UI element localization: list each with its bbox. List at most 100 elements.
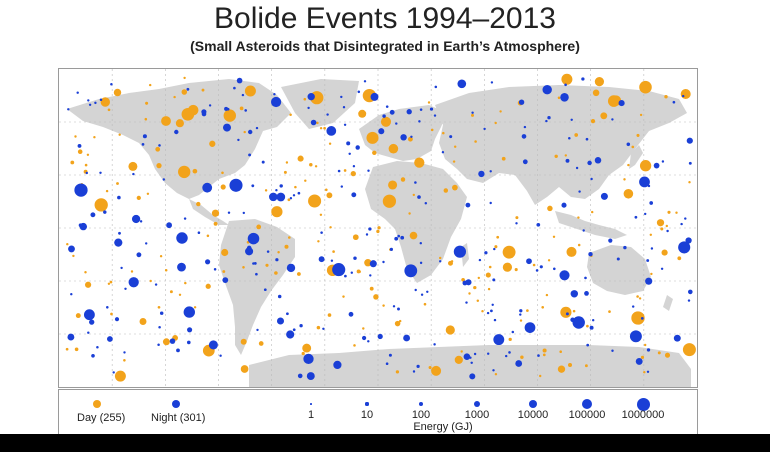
day-bolide-dot	[452, 160, 456, 163]
day-bolide-dot	[159, 255, 163, 258]
night-bolide-dot	[68, 245, 75, 253]
night-bolide-dot	[539, 265, 543, 269]
day-bolide-dot	[74, 135, 77, 138]
night-bolide-dot	[523, 125, 527, 129]
night-bolide-dot	[644, 212, 647, 216]
energy-legend-dot	[582, 399, 592, 409]
night-bolide-dot	[564, 83, 567, 87]
day-bolide-dot	[258, 341, 264, 346]
day-bolide-dot	[84, 271, 87, 274]
day-bolide-dot	[304, 179, 307, 182]
day-bolide-dot	[636, 295, 639, 298]
night-bolide-dot	[469, 373, 476, 380]
landmass-central-america	[189, 199, 229, 225]
night-bolide-dot	[114, 238, 123, 247]
night-bolide-dot	[457, 79, 467, 89]
day-bolide-dot	[395, 370, 400, 374]
night-bolide-dot	[419, 242, 422, 245]
night-bolide-dot	[545, 119, 548, 123]
night-bolide-dot	[219, 354, 222, 357]
day-legend-label: Day (255)	[77, 412, 126, 424]
night-bolide-dot	[132, 172, 135, 176]
day-bolide-dot	[542, 353, 546, 357]
night-bolide-dot	[99, 171, 102, 175]
night-bolide-dot	[484, 251, 488, 255]
landmass-antarctica	[249, 345, 691, 387]
day-bolide-dot	[586, 324, 589, 328]
day-bolide-dot	[559, 350, 562, 353]
day-bolide-dot	[409, 231, 418, 240]
night-bolide-dot	[123, 351, 126, 354]
night-bolide-dot	[515, 222, 518, 225]
day-bolide-dot	[502, 245, 516, 259]
night-bolide-dot	[350, 271, 353, 274]
night-bolide-dot	[420, 293, 424, 296]
day-bolide-dot	[72, 254, 75, 258]
day-bolide-dot	[206, 234, 210, 238]
night-legend-dot	[172, 400, 180, 408]
day-bolide-dot	[496, 235, 500, 239]
night-bolide-dot	[582, 229, 585, 232]
night-bolide-dot	[394, 236, 399, 241]
night-bolide-dot	[224, 106, 229, 111]
day-bolide-dot	[382, 304, 385, 307]
energy-axis-label: Energy (GJ)	[413, 421, 473, 433]
day-bolide-dot	[362, 327, 365, 330]
map-legend: Day (255) Night (301) 1 10 100 1000 10000 100…	[58, 389, 698, 435]
day-bolide-dot	[149, 279, 152, 283]
day-bolide-dot	[294, 185, 297, 189]
day-bolide-dot	[376, 229, 380, 234]
day-bolide-dot	[631, 145, 635, 149]
day-bolide-dot	[358, 109, 367, 118]
night-bolide-dot	[136, 252, 142, 258]
day-bolide-dot	[350, 170, 356, 177]
night-bolide-dot	[586, 343, 590, 347]
night-bolide-dot	[585, 137, 589, 141]
night-bolide-dot	[594, 157, 602, 164]
day-bolide-dot	[636, 133, 640, 137]
night-bolide-dot	[647, 184, 651, 188]
night-bolide-dot	[478, 170, 485, 178]
night-bolide-dot	[112, 371, 115, 374]
day-bolide-dot	[192, 168, 198, 174]
day-bolide-dot	[157, 305, 161, 309]
energy-legend-label: 1	[307, 409, 315, 421]
night-bolide-dot	[368, 227, 372, 231]
night-bolide-dot	[453, 245, 467, 258]
night-bolide-dot	[89, 319, 95, 325]
night-bolide-dot	[536, 222, 541, 227]
night-bolide-dot	[103, 210, 107, 214]
night-bolide-dot	[248, 129, 253, 135]
night-bolide-dot	[145, 242, 148, 245]
day-bolide-dot	[664, 95, 668, 99]
night-bolide-dot	[389, 247, 393, 251]
day-bolide-dot	[488, 265, 492, 269]
day-bolide-dot	[590, 118, 596, 124]
night-bolide-dot	[478, 258, 482, 262]
night-bolide-dot	[286, 312, 289, 316]
night-bolide-dot	[646, 348, 651, 352]
day-bolide-dot	[209, 140, 216, 147]
night-bolide-dot	[672, 100, 676, 104]
day-bolide-dot	[640, 355, 645, 359]
night-bolide-dot	[592, 319, 595, 322]
night-bolide-dot	[79, 222, 88, 231]
day-bolide-dot	[547, 259, 551, 262]
landmass-europe	[359, 105, 447, 161]
day-bolide-dot	[283, 170, 287, 174]
night-bolide-dot	[616, 257, 620, 261]
day-bolide-dot	[388, 143, 399, 154]
day-bolide-dot	[494, 245, 498, 249]
night-bolide-dot	[343, 123, 347, 126]
night-bolide-dot	[176, 232, 188, 244]
night-bolide-dot	[367, 340, 370, 343]
night-bolide-dot	[244, 109, 247, 112]
day-bolide-dot	[474, 140, 477, 143]
night-bolide-dot	[537, 354, 540, 357]
night-bolide-dot	[87, 331, 90, 334]
night-bolide-dot	[419, 108, 423, 111]
night-bolide-dot	[418, 120, 421, 123]
day-bolide-dot	[364, 259, 372, 267]
energy-legend-dot	[473, 400, 481, 408]
night-bolide-dot	[256, 328, 259, 332]
